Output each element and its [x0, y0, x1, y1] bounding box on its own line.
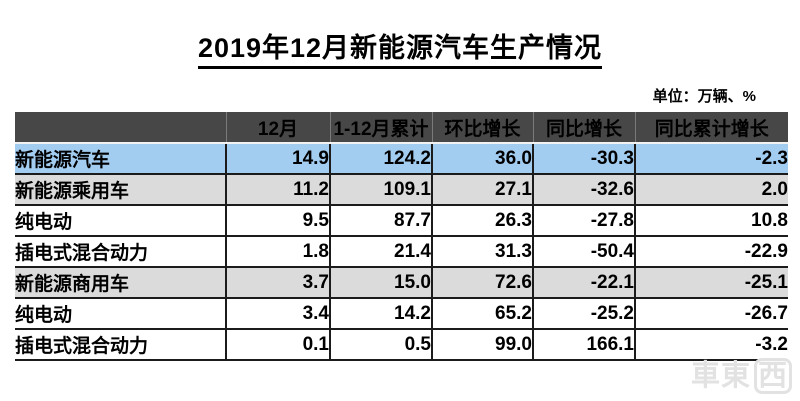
value-cell: 9.5 [225, 205, 330, 237]
value-cell: 99.0 [431, 329, 533, 361]
column-header-dec: 12月 [225, 112, 330, 144]
value-cell: 2.0 [634, 174, 788, 206]
value-cell: 10.8 [634, 205, 788, 237]
value-cell: -27.8 [532, 205, 635, 237]
table-row: 插电式混合动力 1.8 21.4 31.3 -50.4 -22.9 [15, 236, 788, 268]
production-table: 12月 1-12月累计 环比增长 同比增长 同比累计增长 新能源汽车 14.9 … [15, 112, 788, 361]
title-bar: 2019年12月新能源汽车生产情况 [0, 26, 800, 69]
value-cell: 72.6 [431, 267, 533, 299]
value-cell: 31.3 [431, 236, 533, 268]
value-cell: 36.0 [431, 143, 533, 175]
value-cell: 14.2 [329, 298, 432, 330]
row-label-cell: 插电式混合动力 [15, 329, 226, 361]
value-cell: -30.3 [532, 143, 635, 175]
value-cell: 109.1 [329, 174, 432, 206]
column-header-blank [15, 112, 226, 144]
value-cell: -22.9 [634, 236, 788, 268]
unit-note: 单位：万辆、% [652, 88, 756, 105]
value-cell: 11.2 [225, 174, 330, 206]
watermark-boxed-char: 西 [753, 358, 792, 394]
table-row: 新能源商用车 3.7 15.0 72.6 -22.1 -25.1 [15, 267, 788, 299]
value-cell: 27.1 [431, 174, 533, 206]
column-header-cumulative: 1-12月累计 [329, 112, 432, 144]
value-cell: -3.2 [634, 329, 788, 361]
table-header-row: 12月 1-12月累计 环比增长 同比增长 同比累计增长 [15, 112, 788, 144]
row-label-cell: 纯电动 [15, 205, 226, 237]
value-cell: -32.6 [532, 174, 635, 206]
value-cell: -26.7 [634, 298, 788, 330]
row-label-cell: 新能源乘用车 [15, 174, 226, 206]
value-cell: -2.3 [634, 143, 788, 175]
value-cell: 0.5 [329, 329, 432, 361]
value-cell: 0.1 [225, 329, 330, 361]
value-cell: 65.2 [431, 298, 533, 330]
watermark-text: 車東 [690, 360, 751, 392]
value-cell: 124.2 [329, 143, 432, 175]
value-cell: -25.1 [634, 267, 788, 299]
value-cell: 21.4 [329, 236, 432, 268]
column-header-mom-growth: 环比增长 [431, 112, 533, 144]
value-cell: 3.7 [225, 267, 330, 299]
watermark-logo: 車東西 [691, 358, 792, 394]
row-label-cell: 新能源汽车 [15, 143, 226, 175]
value-cell: 87.7 [329, 205, 432, 237]
value-cell: 3.4 [225, 298, 330, 330]
page-title: 2019年12月新能源汽车生产情况 [197, 26, 603, 69]
table-row: 插电式混合动力 0.1 0.5 99.0 166.1 -3.2 [15, 329, 788, 361]
value-cell: 15.0 [329, 267, 432, 299]
column-header-yoy-growth: 同比增长 [532, 112, 635, 144]
value-cell: 26.3 [431, 205, 533, 237]
value-cell: -25.2 [532, 298, 635, 330]
value-cell: 166.1 [532, 329, 635, 361]
value-cell: 14.9 [225, 143, 330, 175]
row-label-cell: 新能源商用车 [15, 267, 226, 299]
value-cell: 1.8 [225, 236, 330, 268]
value-cell: -22.1 [532, 267, 635, 299]
row-label-cell: 插电式混合动力 [15, 236, 226, 268]
row-label-cell: 纯电动 [15, 298, 226, 330]
table-row: 纯电动 9.5 87.7 26.3 -27.8 10.8 [15, 205, 788, 237]
table-row: 纯电动 3.4 14.2 65.2 -25.2 -26.7 [15, 298, 788, 330]
value-cell: -50.4 [532, 236, 635, 268]
table-row: 新能源汽车 14.9 124.2 36.0 -30.3 -2.3 [15, 143, 788, 175]
table-row: 新能源乘用车 11.2 109.1 27.1 -32.6 2.0 [15, 174, 788, 206]
column-header-yoy-cumulative-growth: 同比累计增长 [634, 112, 788, 144]
